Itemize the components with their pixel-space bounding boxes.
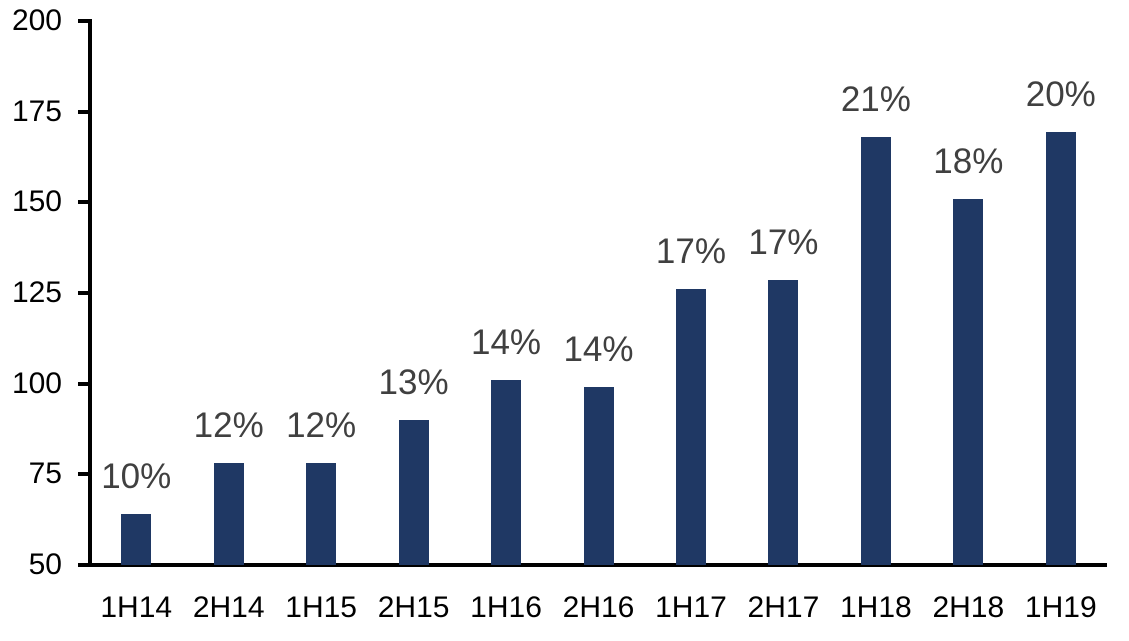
bar-value-label: 20% — [1025, 74, 1096, 114]
y-axis-tick — [78, 19, 90, 23]
bar — [121, 514, 152, 565]
y-axis-tick — [78, 291, 90, 295]
y-axis-tick — [78, 563, 90, 567]
y-axis-tick-label: 100 — [11, 366, 62, 400]
bar — [1045, 131, 1076, 565]
y-axis-tick — [78, 200, 90, 205]
bar-value-label: 14% — [471, 323, 542, 363]
bar — [398, 419, 429, 565]
bar-value-label: 14% — [563, 330, 634, 370]
x-axis-tick-label: 1H18 — [840, 591, 912, 624]
bar-value-label: 17% — [655, 232, 726, 272]
bar-value-label: 12% — [193, 406, 264, 446]
bar — [675, 289, 706, 565]
y-axis-tick-label: 50 — [28, 548, 62, 581]
bar — [860, 137, 891, 565]
x-axis-tick-label: 1H15 — [285, 591, 357, 624]
y-axis-tick-label: 175 — [11, 94, 62, 128]
y-axis-tick-label: 200 — [11, 4, 62, 37]
bar-value-label: 13% — [378, 362, 449, 402]
bar-value-label: 17% — [748, 223, 819, 263]
x-axis-line — [88, 563, 1107, 567]
bar — [583, 387, 614, 565]
y-axis-tick — [78, 472, 90, 477]
x-axis-tick-label: 2H18 — [932, 591, 1005, 624]
y-axis-tick-label: 125 — [11, 276, 62, 309]
bar — [491, 380, 522, 565]
x-axis-tick-label: 2H17 — [747, 591, 820, 624]
bar — [213, 463, 244, 565]
x-axis-tick-label: 1H17 — [655, 591, 727, 624]
bar — [768, 280, 799, 565]
bar — [953, 198, 984, 565]
x-axis-tick-label: 1H16 — [470, 591, 542, 624]
x-axis-tick-label: 2H14 — [192, 591, 265, 624]
bar-value-label: 10% — [101, 457, 172, 497]
x-axis-tick-label: 2H16 — [562, 591, 635, 624]
y-axis-line — [88, 19, 92, 567]
bar-value-label: 18% — [933, 141, 1004, 181]
x-axis-tick-label: 2H15 — [377, 591, 450, 624]
y-axis-tick-label: 150 — [11, 185, 62, 219]
bar — [306, 463, 337, 565]
bar-value-label: 21% — [840, 80, 911, 120]
x-axis-tick-label: 1H19 — [1024, 591, 1097, 624]
y-axis-tick — [78, 381, 90, 386]
y-axis-tick — [78, 109, 90, 114]
y-axis-tick-label: 75 — [28, 457, 62, 491]
bar-value-label: 12% — [286, 406, 357, 446]
x-axis-tick-label: 1H14 — [100, 591, 173, 624]
